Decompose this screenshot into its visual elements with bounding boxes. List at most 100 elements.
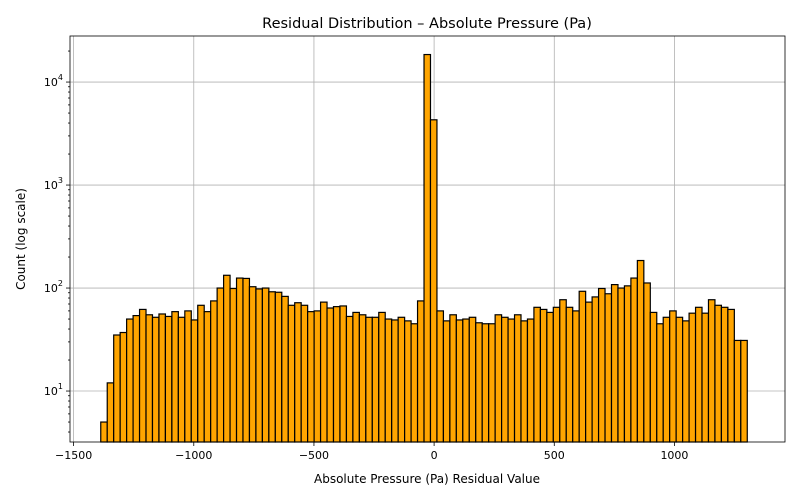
histogram-bar xyxy=(151,316,160,443)
histogram-bar xyxy=(158,313,167,443)
histogram-bar xyxy=(106,382,115,443)
histogram-bar xyxy=(216,287,225,443)
histogram-bar xyxy=(462,318,470,443)
histogram-bar xyxy=(455,319,464,443)
y-tick-base: 10 xyxy=(44,282,58,295)
y-tick-exponent: 2 xyxy=(58,279,63,288)
histogram-bar xyxy=(319,301,328,443)
histogram-bar xyxy=(365,316,373,443)
histogram-bar xyxy=(268,291,276,443)
histogram-bar xyxy=(242,277,251,443)
histogram-bar xyxy=(513,314,522,443)
histogram-bars xyxy=(100,53,748,443)
histogram-bar xyxy=(610,284,619,443)
histogram-bar xyxy=(397,316,406,443)
histogram-bar xyxy=(371,316,380,443)
histogram-bar xyxy=(223,274,231,443)
histogram-bar xyxy=(138,308,147,443)
histogram-bar xyxy=(727,308,735,443)
x-tick-label: −500 xyxy=(299,449,329,462)
histogram-bar xyxy=(630,277,638,443)
histogram-bar xyxy=(177,316,186,443)
histogram-bar xyxy=(662,316,671,443)
histogram-bar xyxy=(378,311,386,443)
histogram-bar xyxy=(235,277,244,443)
histogram-bar xyxy=(190,319,199,443)
y-tick-exponent: 4 xyxy=(58,73,63,82)
y-tick-label: 104 xyxy=(44,73,63,89)
y-tick-exponent: 3 xyxy=(58,176,63,185)
histogram-bar xyxy=(119,331,128,443)
x-tick-label: 1000 xyxy=(660,449,688,462)
histogram-bar xyxy=(300,304,309,443)
histogram-bar xyxy=(294,302,302,443)
histogram-bar xyxy=(520,320,529,443)
histogram-bar xyxy=(740,339,748,443)
histogram-bar xyxy=(649,311,658,443)
histogram-bar xyxy=(184,310,192,443)
histogram-bar xyxy=(481,323,490,443)
histogram-bar xyxy=(416,300,425,443)
histogram-bar xyxy=(281,295,289,443)
histogram-bar xyxy=(501,316,509,443)
histogram-bar xyxy=(255,288,263,443)
y-axis-label: Count (log scale) xyxy=(14,188,28,290)
histogram-bar xyxy=(701,312,710,443)
x-axis: −1500 −1000 −500 0 500 1000 xyxy=(55,442,688,462)
histogram-bar xyxy=(643,282,651,443)
histogram-bar xyxy=(546,311,554,443)
histogram-bar xyxy=(229,287,238,443)
x-tick-label: 500 xyxy=(544,449,565,462)
histogram-bar xyxy=(565,306,574,443)
histogram-bar xyxy=(339,305,348,443)
histogram-bar xyxy=(656,323,664,443)
histogram-bar xyxy=(559,299,567,443)
histogram-bar xyxy=(197,304,205,443)
histogram-bar xyxy=(345,315,354,443)
histogram-bar xyxy=(533,306,541,443)
histogram-bar xyxy=(404,320,412,443)
histogram-bar xyxy=(126,318,134,443)
histogram-bar xyxy=(552,306,561,443)
histogram-bar xyxy=(591,296,600,443)
histogram-bar xyxy=(384,318,393,443)
histogram-bar xyxy=(623,285,632,443)
histogram-bar xyxy=(694,306,703,443)
histogram-bar xyxy=(682,320,690,443)
histogram-bar xyxy=(617,287,626,443)
histogram-bar xyxy=(423,53,432,443)
histogram-bar xyxy=(358,314,367,443)
y-tick-base: 10 xyxy=(44,76,58,89)
histogram-bar xyxy=(449,314,457,443)
y-tick-label: 103 xyxy=(44,176,63,192)
histogram-bar xyxy=(707,299,716,443)
histogram-bar xyxy=(171,311,179,443)
histogram-bar xyxy=(669,310,677,443)
histogram-bar xyxy=(391,319,399,443)
histogram-bar xyxy=(720,306,729,443)
histogram-bar xyxy=(572,310,580,443)
histogram-bar xyxy=(332,306,341,443)
histogram-bar xyxy=(203,311,212,443)
histogram-bar xyxy=(307,311,315,443)
histogram-bar xyxy=(287,304,296,443)
histogram-bar xyxy=(688,312,697,443)
histogram-bar xyxy=(132,315,141,443)
y-tick-label: 102 xyxy=(44,279,63,295)
histogram-bar xyxy=(436,310,445,443)
histogram-bar xyxy=(468,316,477,443)
histogram-bar xyxy=(429,119,438,443)
histogram-bar xyxy=(248,286,257,443)
chart-title: Residual Distribution – Absolute Pressur… xyxy=(262,16,592,32)
histogram-bar xyxy=(475,322,483,443)
histogram-bar xyxy=(100,421,108,443)
y-tick-label: 101 xyxy=(44,382,63,398)
histogram-bar xyxy=(578,290,587,443)
y-tick-exponent: 1 xyxy=(58,382,63,391)
histogram-bar xyxy=(675,316,684,443)
histogram-bar xyxy=(539,308,548,443)
histogram-bar xyxy=(526,318,535,443)
histogram-bar xyxy=(597,287,606,443)
